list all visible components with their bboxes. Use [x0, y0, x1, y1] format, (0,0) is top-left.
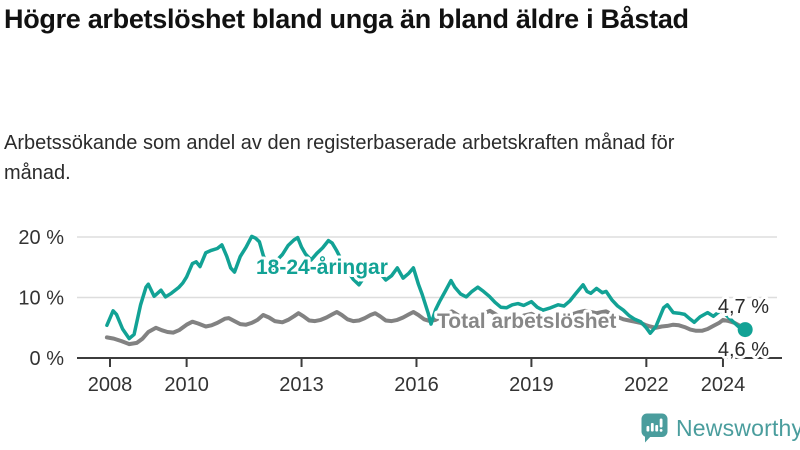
chart-subtitle: Arbetssökande som andel av den registerb… [4, 132, 675, 184]
x-tick-label: 2010 [164, 374, 209, 396]
series-line [105, 234, 747, 341]
series-line [104, 308, 748, 347]
x-tick-label: 2019 [509, 374, 554, 396]
end-value-label-youth: 4,7 % [718, 296, 769, 318]
y-axis-labels: 0 % 10 % 20 % [18, 227, 64, 370]
series-end-dots [737, 322, 753, 338]
series-label-total: Total arbetslöshet [437, 310, 616, 333]
end-value-label-total: 4,6 % [718, 339, 769, 361]
newsworthy-bars-icon [641, 413, 668, 443]
newsworthy-wordmark: Newsworthy [676, 414, 800, 441]
newsworthy-logo: Newsworthy [641, 413, 800, 443]
x-axis-labels: 2008 2010 2013 2016 2019 2022 2024 [88, 374, 745, 396]
y-tick-label: 20 % [18, 227, 64, 249]
x-tick-label: 2008 [88, 374, 133, 396]
series-label-youth: 18-24-åringar [256, 256, 388, 279]
x-tick-label: 2022 [624, 374, 669, 396]
page-title: Högre arbetslöshet bland unga än bland ä… [4, 4, 689, 34]
x-tick-label: 2024 [701, 374, 746, 396]
y-tick-label: 10 % [18, 288, 64, 310]
x-axis-ticks [109, 358, 724, 367]
gridlines [77, 236, 777, 299]
x-tick-label: 2013 [279, 374, 324, 396]
series-end-dot [737, 322, 753, 338]
y-tick-label: 0 % [30, 348, 65, 370]
series-lines [104, 234, 748, 347]
x-tick-label: 2016 [394, 374, 439, 396]
